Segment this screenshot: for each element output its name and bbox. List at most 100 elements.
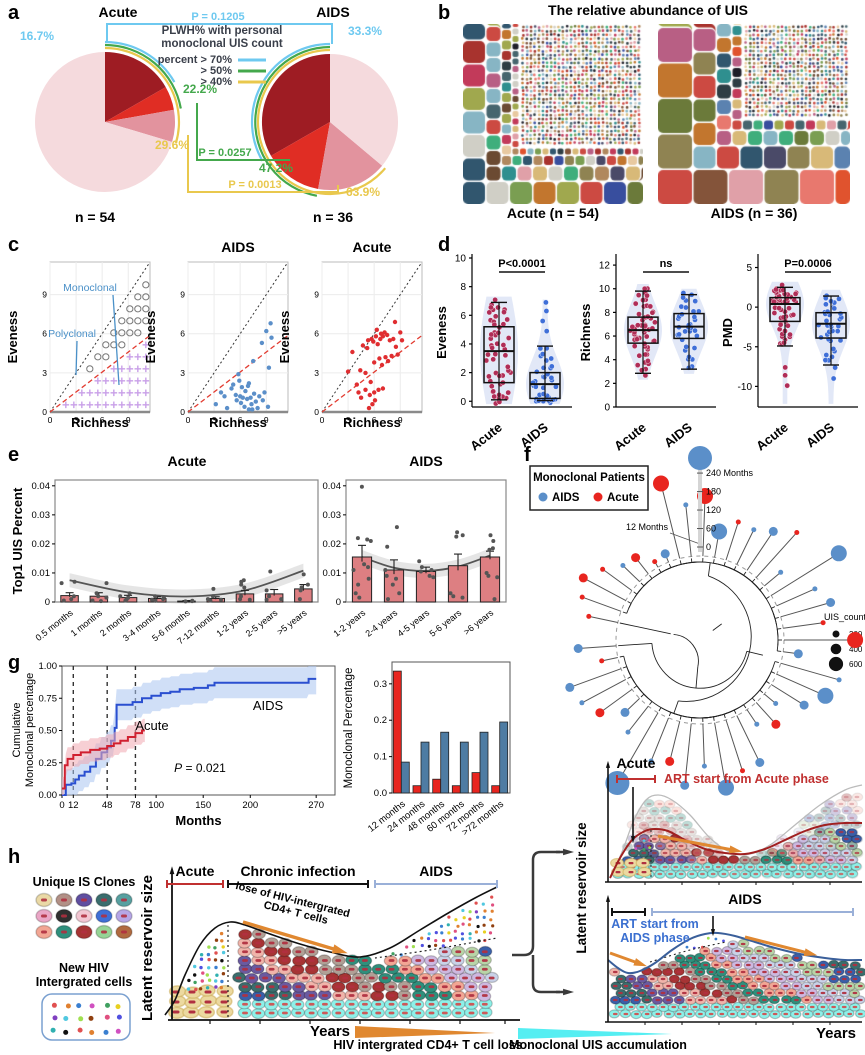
svg-text:Acute: Acute bbox=[467, 420, 505, 454]
svg-text:0.04: 0.04 bbox=[323, 481, 342, 492]
svg-text:4: 4 bbox=[604, 355, 610, 366]
svg-text:6: 6 bbox=[460, 311, 466, 322]
svg-text:AIDS: AIDS bbox=[728, 891, 761, 907]
svg-text:0: 0 bbox=[746, 303, 752, 314]
svg-text:Eveness: Eveness bbox=[277, 311, 292, 364]
svg-text:The relative abundance of UIS: The relative abundance of UIS bbox=[548, 2, 748, 18]
svg-text:0: 0 bbox=[42, 407, 47, 417]
svg-text:AIDS: AIDS bbox=[517, 419, 551, 450]
svg-text:Acute: Acute bbox=[753, 420, 791, 454]
svg-text:120: 120 bbox=[706, 505, 721, 515]
svg-text:0.5 months: 0.5 months bbox=[34, 607, 76, 643]
svg-text:Latent reservoir size: Latent reservoir size bbox=[574, 822, 589, 954]
panel-letter-b: b bbox=[438, 2, 451, 24]
panel-c: 00336699MonoclonalPolyclonalRichnessEven… bbox=[5, 239, 423, 430]
svg-text:9: 9 bbox=[398, 415, 403, 425]
svg-text:2: 2 bbox=[604, 379, 610, 390]
svg-text:Acute: Acute bbox=[99, 4, 138, 20]
svg-text:200: 200 bbox=[242, 800, 258, 811]
svg-text:0: 0 bbox=[706, 542, 711, 552]
svg-text:Monoclonal Percentage: Monoclonal Percentage bbox=[343, 668, 355, 789]
svg-text:0.75: 0.75 bbox=[39, 693, 58, 704]
svg-text:6: 6 bbox=[100, 415, 105, 425]
svg-text:0.03: 0.03 bbox=[323, 510, 342, 521]
svg-text:monoclonal UIS count: monoclonal UIS count bbox=[161, 38, 283, 50]
svg-text:9: 9 bbox=[314, 290, 319, 300]
svg-text:3: 3 bbox=[180, 368, 185, 378]
svg-text:10: 10 bbox=[599, 284, 611, 295]
svg-text:Intergrated cells: Intergrated cells bbox=[36, 975, 133, 989]
svg-text:0.25: 0.25 bbox=[39, 758, 58, 769]
svg-text:0: 0 bbox=[336, 597, 341, 608]
svg-text:0.02: 0.02 bbox=[32, 539, 51, 550]
svg-text:48: 48 bbox=[102, 800, 113, 811]
svg-text:AIDS: AIDS bbox=[661, 419, 695, 450]
svg-text:P<0.0001: P<0.0001 bbox=[498, 258, 545, 270]
svg-text:percent > 70%: percent > 70% bbox=[158, 54, 233, 66]
svg-text:6: 6 bbox=[238, 415, 243, 425]
svg-text:P = 0.021: P = 0.021 bbox=[174, 761, 226, 775]
svg-text:AIDS: AIDS bbox=[316, 4, 349, 20]
svg-text:Years: Years bbox=[310, 1023, 350, 1040]
svg-text:-5: -5 bbox=[743, 342, 752, 353]
svg-text:Top1 UIS Percent: Top1 UIS Percent bbox=[10, 487, 25, 594]
svg-text:0.00: 0.00 bbox=[39, 790, 58, 801]
svg-text:5: 5 bbox=[746, 263, 752, 274]
svg-text:6: 6 bbox=[42, 329, 47, 339]
panel-g: 0.00 0.25 0.50 0.75 1.00 0 12 48 78 100 150 200 270 A… bbox=[11, 661, 511, 838]
panel-letter-g: g bbox=[8, 652, 21, 674]
svg-text:0.1: 0.1 bbox=[374, 752, 387, 763]
svg-text:Polyclonal: Polyclonal bbox=[48, 328, 96, 340]
panel-letter-d: d bbox=[438, 234, 451, 256]
svg-text:0: 0 bbox=[186, 415, 191, 425]
svg-text:600: 600 bbox=[849, 660, 863, 669]
svg-text:Richness: Richness bbox=[343, 415, 401, 430]
svg-text:0.04: 0.04 bbox=[32, 481, 51, 492]
svg-text:3: 3 bbox=[42, 368, 47, 378]
treemap-aids bbox=[658, 24, 850, 204]
svg-text:HIV intergrated CD4+ T cell lo: HIV intergrated CD4+ T cell loss bbox=[333, 1038, 522, 1052]
svg-text:240 Months: 240 Months bbox=[706, 468, 754, 478]
svg-text:9: 9 bbox=[180, 290, 185, 300]
svg-text:9: 9 bbox=[42, 290, 47, 300]
svg-text:ns: ns bbox=[660, 258, 673, 270]
svg-text:Eveness: Eveness bbox=[5, 311, 20, 364]
svg-text:180: 180 bbox=[706, 487, 721, 497]
svg-text:1.00: 1.00 bbox=[39, 661, 58, 672]
svg-text:6: 6 bbox=[314, 329, 319, 339]
svg-text:3: 3 bbox=[314, 368, 319, 378]
svg-text:0: 0 bbox=[604, 403, 610, 414]
svg-text:AIDS: AIDS bbox=[552, 492, 580, 504]
svg-text:12: 12 bbox=[68, 800, 79, 811]
svg-text:0.01: 0.01 bbox=[323, 568, 342, 579]
svg-text:0.3: 0.3 bbox=[374, 679, 387, 690]
svg-text:2-5 years: 2-5 years bbox=[244, 607, 280, 638]
svg-text:AIDS: AIDS bbox=[803, 419, 837, 450]
svg-text:6: 6 bbox=[604, 332, 610, 343]
svg-text:0.02: 0.02 bbox=[323, 539, 342, 550]
svg-text:n = 36: n = 36 bbox=[313, 209, 353, 225]
svg-text:100: 100 bbox=[148, 800, 164, 811]
svg-text:3: 3 bbox=[212, 415, 217, 425]
svg-text:Years: Years bbox=[816, 1025, 856, 1042]
svg-text:9: 9 bbox=[264, 415, 269, 425]
svg-text:0: 0 bbox=[48, 415, 53, 425]
svg-text:Months: Months bbox=[175, 813, 221, 828]
svg-text:270: 270 bbox=[308, 800, 324, 811]
svg-text:P = 0.0013: P = 0.0013 bbox=[228, 179, 281, 191]
svg-text:Richness: Richness bbox=[209, 415, 267, 430]
svg-text:6: 6 bbox=[372, 415, 377, 425]
svg-text:9: 9 bbox=[126, 415, 131, 425]
svg-text:Eveness: Eveness bbox=[143, 311, 158, 364]
svg-text:ART start from: ART start from bbox=[611, 917, 699, 931]
svg-text:>5 years: >5 years bbox=[275, 607, 309, 637]
svg-text:0.01: 0.01 bbox=[32, 568, 51, 579]
svg-text:P=0.0006: P=0.0006 bbox=[784, 258, 831, 270]
svg-text:33.3%: 33.3% bbox=[348, 24, 382, 38]
svg-text:Acute: Acute bbox=[611, 420, 649, 454]
svg-text:Acute: Acute bbox=[607, 492, 639, 504]
svg-text:>6 years: >6 years bbox=[462, 607, 496, 637]
svg-text:0: 0 bbox=[314, 407, 319, 417]
svg-text:AIDS: AIDS bbox=[409, 453, 442, 469]
svg-text:0: 0 bbox=[45, 597, 50, 608]
